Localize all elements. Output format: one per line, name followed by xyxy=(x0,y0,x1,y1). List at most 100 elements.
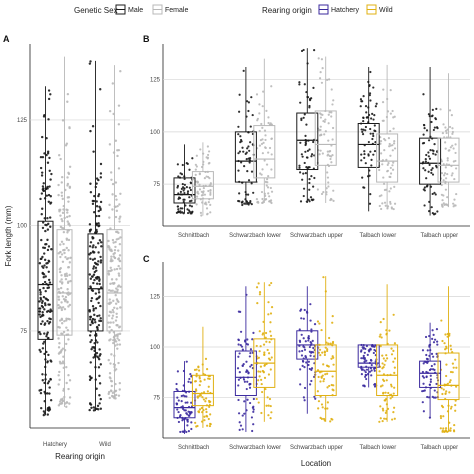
panel-c-data-point xyxy=(309,319,312,322)
panel-b-data-point xyxy=(441,205,444,208)
panel-b-data-point xyxy=(452,147,455,150)
panel-b-data-point xyxy=(440,203,444,206)
panel-a-data-point xyxy=(89,318,92,321)
panel-b-data-point xyxy=(361,130,364,133)
panel-a-data-point xyxy=(91,202,95,206)
panel-c-data-point xyxy=(186,401,189,404)
panel-a-data-point xyxy=(98,239,102,242)
panel-a-data-point xyxy=(47,200,51,203)
panel-a-data-point xyxy=(118,242,122,246)
panel-c-data-point xyxy=(266,348,269,352)
panel-c-data-point xyxy=(238,352,241,355)
panel-b-data-point xyxy=(260,142,264,146)
panel-a-data-point xyxy=(95,277,99,280)
panel-c-data-point xyxy=(190,401,193,404)
panel-c-data-point xyxy=(194,421,197,424)
panel-a-data-point xyxy=(90,275,94,278)
panel-b-data-point xyxy=(320,81,324,84)
panel-a-data-point xyxy=(96,404,100,408)
panel-b-data-point xyxy=(209,203,212,206)
panel-c-data-point xyxy=(203,378,206,381)
panel-b-data-point xyxy=(362,120,365,123)
panel-c-data-point xyxy=(385,354,388,357)
panel-a-data-point xyxy=(112,321,115,324)
panel-a-data-point xyxy=(46,392,49,395)
panel-b-data-point xyxy=(423,127,426,130)
panel-b-data-point xyxy=(208,161,211,165)
panel-a-data-point xyxy=(42,189,45,192)
panel-c-data-point xyxy=(298,328,301,331)
panel-c-data-point xyxy=(324,346,327,349)
panel-c-data-point xyxy=(308,345,311,349)
panel-b-data-point xyxy=(237,152,240,155)
panel-b-data-point xyxy=(188,210,192,214)
panel-b-data-point xyxy=(389,154,392,157)
panel-a-data-point xyxy=(92,346,96,349)
panel-a-data-point xyxy=(99,304,102,308)
panel-b-data-point xyxy=(386,163,389,167)
panel-c-data-point xyxy=(422,362,425,365)
panel-a-data-point xyxy=(61,306,65,309)
panel-b-data-point xyxy=(393,115,396,118)
panel-b-data-point xyxy=(369,132,372,135)
panel-a-data-point xyxy=(115,312,118,315)
panel-a-data-point xyxy=(108,298,111,301)
panel-a-data-point xyxy=(38,348,41,352)
panel-b-data-point xyxy=(207,189,210,193)
panel-c-data-point xyxy=(370,363,373,367)
panel-c-data-point xyxy=(181,419,184,422)
panel-c-data-point xyxy=(432,333,435,336)
panel-a-data-point xyxy=(43,302,47,305)
panel-c-data-point xyxy=(262,370,265,373)
panel-a-data-point xyxy=(60,301,63,304)
panel-c-data-point xyxy=(178,415,182,418)
panel-a-data-point xyxy=(99,241,103,244)
panel-a-data-point xyxy=(60,194,64,198)
panel-b-data-point xyxy=(327,113,330,116)
panel-c-data-point xyxy=(389,383,393,386)
panel-a-data-point xyxy=(45,266,48,269)
panel-c-data-point xyxy=(241,364,244,368)
panel-b-data-point xyxy=(196,181,199,184)
panel-a-data-point xyxy=(108,302,111,306)
panel-a-data-point xyxy=(43,332,46,335)
panel-a-data-point xyxy=(57,304,60,307)
panel-c-data-point xyxy=(326,364,329,368)
panel-c-data-point xyxy=(381,362,384,365)
panel-b-data-point xyxy=(241,203,244,207)
panel-a-data-point xyxy=(99,162,103,166)
panel-b-data-point xyxy=(298,81,301,84)
panel-a-data-point xyxy=(64,274,67,278)
panel-a-data-point xyxy=(90,296,94,300)
panel-a-data-point xyxy=(116,204,119,208)
panel-b-ytick-label: 125 xyxy=(150,78,161,84)
panel-a-data-point xyxy=(89,315,93,319)
panel-b-box xyxy=(173,177,196,204)
panel-b-data-point xyxy=(312,140,315,144)
panel-c-data-point xyxy=(319,416,322,420)
panel-b-data-point xyxy=(194,168,197,171)
panel-c-data-point xyxy=(370,374,373,377)
panel-c-data-point xyxy=(246,380,249,383)
panel-b-data-point xyxy=(326,171,329,174)
panel-a-data-point xyxy=(95,262,98,266)
panel-b-data-point xyxy=(310,175,313,178)
panel-c-data-point xyxy=(323,353,327,357)
panel-a: A 75 100 125 Hatchery Wild Fork length (mm)… xyxy=(3,34,130,461)
panel-c-data-point xyxy=(365,373,368,377)
panel-c-data-point xyxy=(440,404,444,407)
panel-a-data-point xyxy=(113,251,116,255)
panel-b-data-point xyxy=(361,133,365,136)
panel-c-data-point xyxy=(393,371,396,374)
panel-b-data-point xyxy=(203,177,206,180)
panel-a-data-point xyxy=(47,259,50,262)
panel-c-data-point xyxy=(360,357,363,360)
panel-b-data-point xyxy=(260,122,263,126)
panel-b-data-point xyxy=(320,192,324,196)
panel-b-data-point xyxy=(247,203,250,206)
panel-a-data-point xyxy=(47,353,50,357)
panel-c-data-point xyxy=(421,370,425,374)
panel-c-data-point xyxy=(269,404,272,408)
panel-b-data-point xyxy=(391,168,395,171)
panel-a-data-point xyxy=(109,362,112,365)
